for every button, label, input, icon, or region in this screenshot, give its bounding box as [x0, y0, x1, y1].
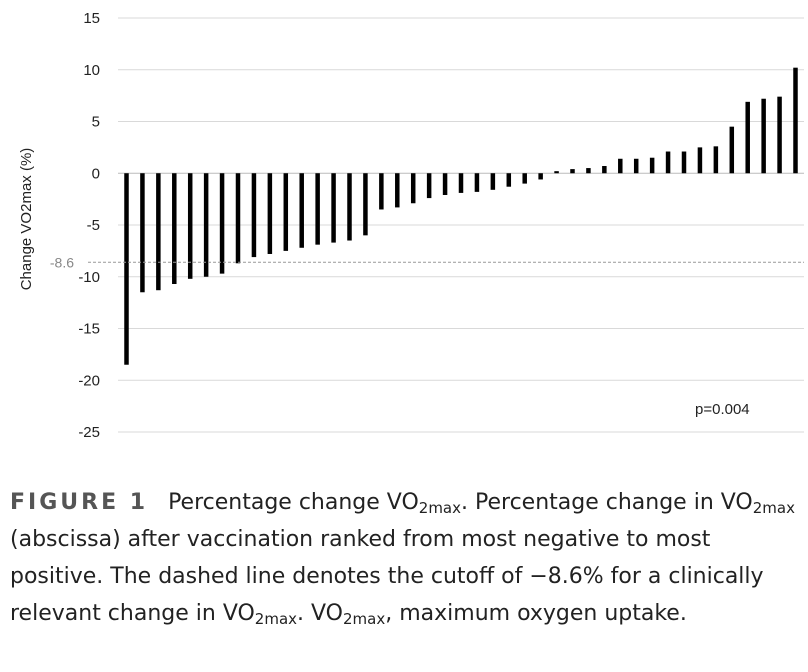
caption-subscript-1: 2max [418, 499, 462, 517]
y-tick-label: -15 [78, 321, 100, 338]
bar [235, 173, 241, 264]
bar-chart: 15 10 5 0 -5 -10 -15 -20 -25 -8.6 Change VO2max … [18, 10, 804, 441]
bar [124, 173, 129, 365]
gridlines [118, 17, 804, 433]
bar [379, 173, 384, 210]
figure-caption: FIGURE 1 Percentage change VO2max. Percen… [10, 484, 800, 632]
bar [187, 173, 193, 279]
caption-subscript-2: 2max [752, 499, 795, 517]
bar [697, 147, 703, 174]
bar [203, 173, 209, 277]
p-value-annotation: p=0.004 [695, 401, 750, 418]
caption-text-4: . VO [297, 601, 343, 626]
y-tick-label: 15 [83, 10, 100, 27]
caption-subscript-3: 2max [254, 610, 298, 628]
cutoff-label: -8.6 [50, 254, 74, 270]
bar [490, 173, 496, 190]
bar [474, 173, 480, 192]
y-tick-label: 5 [92, 114, 100, 131]
bar [251, 173, 257, 258]
y-tick-label: -25 [78, 424, 100, 441]
y-axis-label: Change VO2max (%) [18, 148, 35, 291]
bar [602, 166, 607, 174]
bar [713, 146, 719, 174]
bar [586, 168, 591, 174]
bar [315, 173, 320, 245]
bar [156, 173, 161, 291]
bar [299, 173, 304, 248]
bar [570, 169, 575, 174]
bar [681, 151, 687, 174]
y-tick-label: 10 [83, 62, 100, 79]
bar [761, 98, 766, 174]
bar [793, 67, 798, 174]
bar [665, 151, 671, 174]
caption-text-1: Percentage change VO [168, 490, 419, 515]
y-tick-label: 0 [92, 165, 100, 182]
bar [347, 173, 352, 241]
bar [745, 101, 750, 174]
y-tick-label: -5 [87, 217, 100, 234]
bar [331, 173, 336, 243]
y-tick-labels: 15 10 5 0 -5 -10 -15 -20 -25 [78, 10, 100, 441]
bar [506, 173, 512, 187]
caption-text-5: , maximum oxygen uptake. [385, 601, 687, 626]
bar [458, 173, 464, 193]
bar [633, 158, 639, 174]
bar [777, 96, 782, 174]
bar [219, 173, 225, 274]
bar [522, 173, 527, 184]
figure-label: FIGURE 1 [10, 490, 149, 515]
caption-text-2: . Percentage change in VO [461, 490, 753, 515]
bar [363, 173, 368, 236]
caption-text-3: (abscissa) after vaccination ranked from… [10, 527, 764, 626]
bar [410, 173, 416, 204]
bar [395, 173, 400, 208]
bar [442, 173, 448, 195]
bar [283, 173, 289, 251]
bar [538, 173, 543, 180]
y-tick-label: -10 [78, 269, 100, 286]
y-tick-label: -20 [78, 372, 100, 389]
bar [172, 173, 177, 284]
bar [426, 173, 432, 199]
bar [618, 158, 623, 174]
caption-subscript-4: 2max [343, 610, 386, 628]
bars [124, 67, 798, 365]
bar [267, 173, 273, 254]
bar [649, 157, 655, 174]
bar [554, 171, 559, 174]
bar [729, 126, 735, 174]
bar [140, 173, 145, 293]
